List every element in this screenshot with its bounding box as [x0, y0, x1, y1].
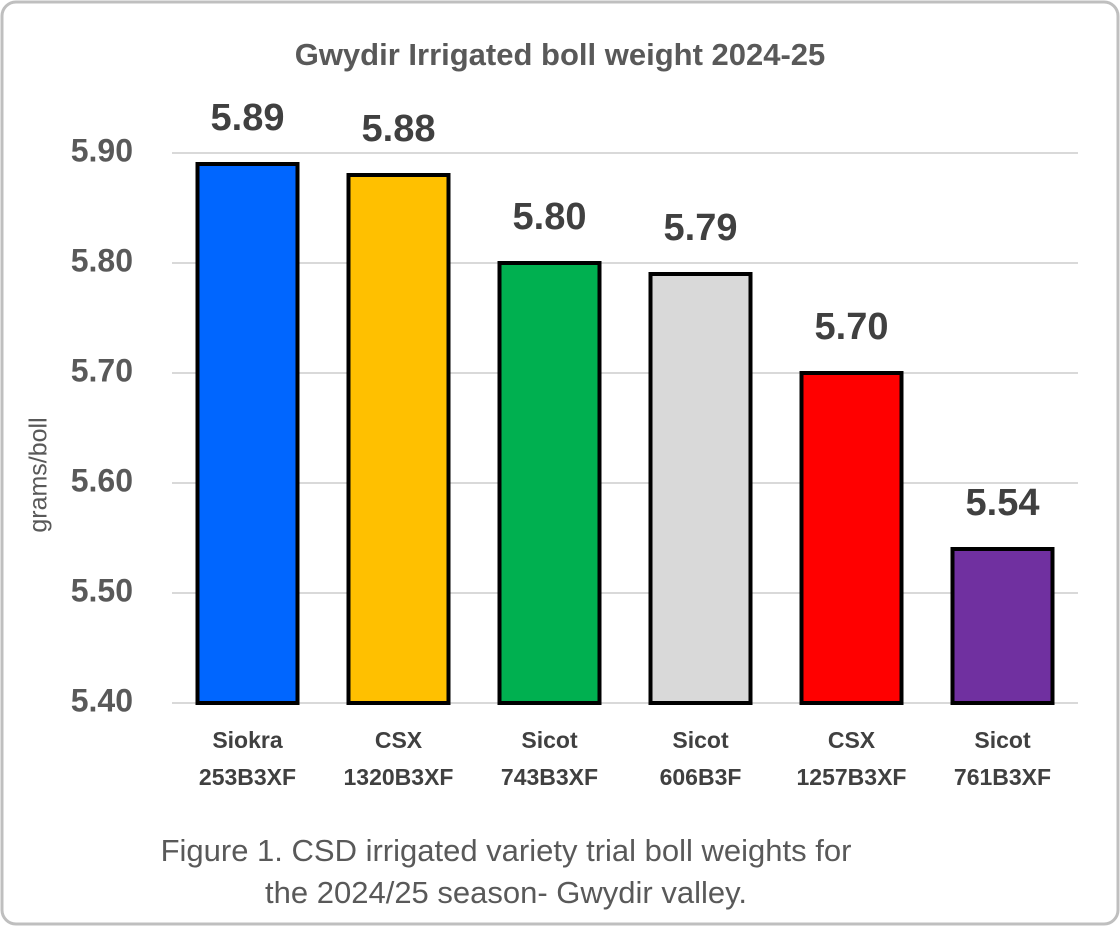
x-tick-label: CSX — [375, 727, 423, 753]
bar — [346, 173, 451, 705]
x-tick-label: 606B3F — [660, 764, 742, 790]
bar — [497, 261, 602, 705]
value-label: 5.70 — [815, 306, 889, 348]
chart-title: Gwydir Irrigated boll weight 2024-25 — [295, 37, 826, 72]
bar — [799, 371, 904, 705]
x-tick-label: 1257B3XF — [797, 764, 907, 790]
bar — [648, 272, 753, 705]
bar — [950, 547, 1055, 705]
y-axis-label: grams/boll — [25, 417, 53, 532]
x-tick-label: 743B3XF — [501, 764, 598, 790]
y-tick-label: 5.40 — [71, 682, 133, 718]
value-label: 5.54 — [966, 482, 1040, 524]
y-tick-label: 5.60 — [71, 462, 133, 498]
value-label: 5.80 — [513, 196, 587, 238]
bar — [195, 162, 300, 705]
x-tick-label: Sicot — [974, 727, 1031, 753]
y-tick-label: 5.80 — [71, 242, 133, 278]
caption: the 2024/25 season- Gwydir valley. — [265, 875, 747, 910]
value-label: 5.89 — [211, 97, 285, 139]
x-tick-label: 1320B3XF — [344, 764, 454, 790]
x-tick-label: Sicot — [672, 727, 729, 753]
value-label: 5.88 — [362, 108, 436, 150]
x-tick-label: CSX — [828, 727, 876, 753]
y-tick-label: 5.90 — [71, 132, 133, 168]
x-tick-label: 253B3XF — [199, 764, 296, 790]
value-label: 5.79 — [664, 207, 738, 249]
x-tick-label: Sicot — [521, 727, 578, 753]
x-tick-label: Siokra — [212, 727, 283, 753]
y-tick-label: 5.50 — [71, 572, 133, 608]
y-tick-label: 5.70 — [71, 352, 133, 388]
caption: Figure 1. CSD irrigated variety trial bo… — [161, 833, 852, 868]
x-tick-label: 761B3XF — [954, 764, 1051, 790]
